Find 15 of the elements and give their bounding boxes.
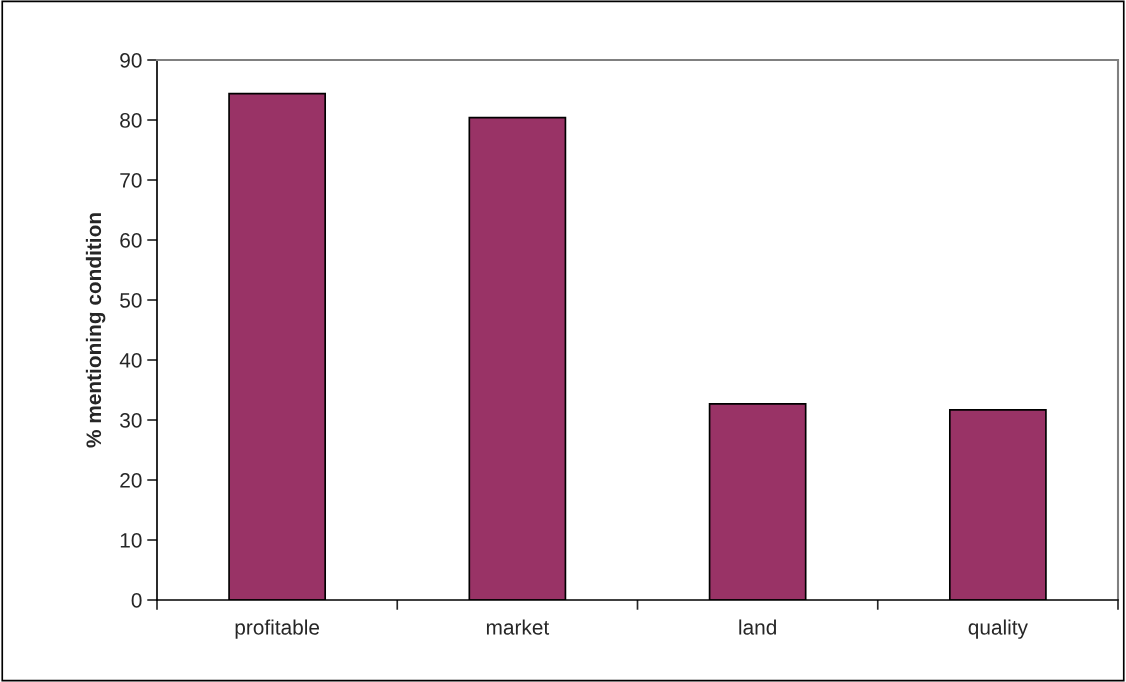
y-tick-label: 10: [120, 533, 142, 548]
y-tick-label: 50: [120, 293, 142, 308]
y-tick-label: 70: [120, 173, 142, 188]
y-tick-label: 0: [131, 593, 142, 608]
x-tick-label: quality: [968, 619, 1028, 639]
y-tick-label: 90: [120, 53, 142, 68]
x-tick-label: profitable: [235, 619, 320, 639]
y-tick-label: 80: [120, 113, 142, 128]
y-tick-label: 20: [120, 473, 142, 488]
y-tick-label: 60: [120, 233, 142, 248]
y-tick-label: 40: [119, 353, 142, 368]
x-tick-label: land: [739, 619, 776, 635]
x-tick-label: market: [486, 619, 550, 635]
y-axis-title: % mentioning condition: [85, 213, 106, 448]
y-tick-label: 30: [120, 413, 142, 428]
